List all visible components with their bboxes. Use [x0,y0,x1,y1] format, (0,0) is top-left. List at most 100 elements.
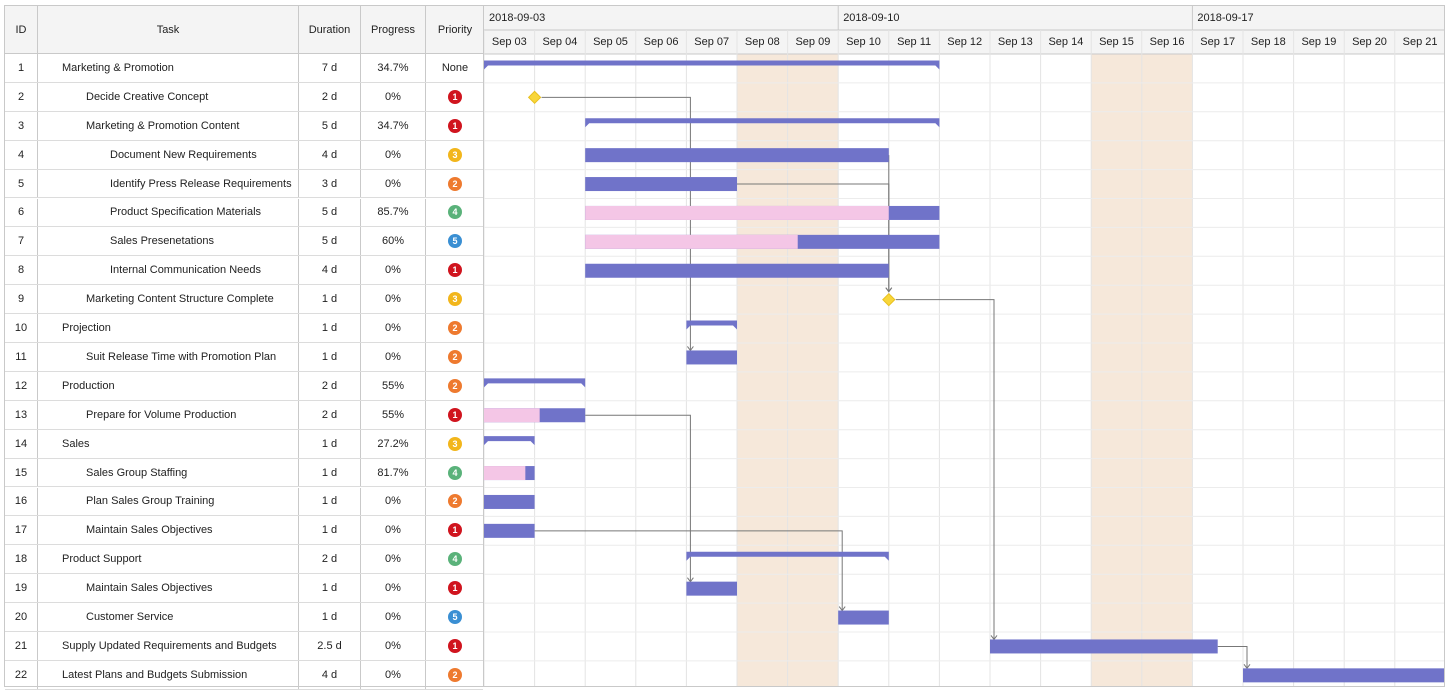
task-priority[interactable]: 4 [426,459,484,487]
task-progress[interactable]: 85.7% [361,198,426,227]
task-duration[interactable]: 1 d [299,487,361,516]
table-row[interactable]: 10 Projection 1 d 0% 2 [5,314,483,343]
task-duration[interactable]: 2 d [299,400,361,429]
task-duration[interactable]: 2 d [299,545,361,574]
table-row[interactable]: 17 Maintain Sales Objectives 1 d 0% 1 [5,516,483,546]
task-priority[interactable]: 1 [426,401,484,429]
task-progress[interactable]: 0% [361,632,426,660]
task-duration[interactable]: 5 d [299,111,361,140]
task-name[interactable]: Supply Updated Requirements and Budgets [38,632,299,660]
table-row[interactable]: 8 Internal Communication Needs 4 d 0% 1 [5,256,484,286]
task-priority[interactable]: 2 [426,170,484,198]
task-priority[interactable]: None [426,54,484,82]
task-progress[interactable]: 34.7% [361,54,426,82]
task-progress[interactable]: 0% [361,82,426,111]
task-priority[interactable]: 1 [426,256,484,284]
task-priority[interactable]: 1 [426,574,484,602]
column-header-duration[interactable]: Duration [299,6,361,54]
column-header-id[interactable]: ID [5,6,38,54]
task-name[interactable]: Prepare for Volume Production [38,400,299,429]
task-duration[interactable]: 1 d [299,516,361,545]
table-row[interactable]: 22 Latest Plans and Budgets Submission 4 d… [5,660,484,690]
task-progress[interactable]: 0% [361,285,426,314]
task-duration[interactable]: 4 d [299,140,361,169]
task-duration[interactable]: 5 d [299,198,361,227]
task-name[interactable]: Customer Service [38,603,299,631]
task-name[interactable]: Maintain Sales Objectives [38,574,299,603]
task-name[interactable]: Plan Sales Group Training [38,487,299,516]
task-name[interactable]: Maintain Sales Objectives [38,516,299,545]
task-priority[interactable]: 2 [426,488,484,516]
task-name[interactable]: Sales [38,429,299,458]
task-progress[interactable]: 34.7% [361,111,426,140]
task-progress[interactable]: 0% [361,487,426,516]
task-duration[interactable]: 2.5 d [299,632,361,660]
table-row[interactable]: 1 Marketing & Promotion 7 d 34.7% None [5,54,483,83]
task-priority[interactable]: 2 [426,314,484,342]
table-row[interactable]: 7 Sales Presenetations 5 d 60% 5 [5,227,484,257]
task-name[interactable]: Marketing Content Structure Complete [38,285,299,314]
task-progress[interactable]: 0% [361,574,426,603]
table-row[interactable]: 4 Document New Requirements 4 d 0% 3 [5,140,483,170]
task-priority[interactable]: 5 [426,227,484,255]
task-progress[interactable]: 27.2% [361,429,426,458]
task-name[interactable]: Decide Creative Concept [38,82,299,111]
task-duration[interactable]: 1 d [299,458,361,487]
table-row[interactable]: 11 Suit Release Time with Promotion Plan 1… [5,343,483,372]
task-priority[interactable]: 1 [426,112,484,140]
table-row[interactable]: 20 Customer Service 1 d 0% 5 [5,603,483,632]
task-name[interactable]: Marketing & Promotion [38,54,299,82]
task-name[interactable]: Document New Requirements [38,140,299,169]
task-duration[interactable]: 3 d [299,169,361,198]
task-progress[interactable]: 0% [361,140,426,169]
task-progress[interactable]: 0% [361,314,426,342]
task-priority[interactable]: 3 [426,430,484,458]
task-priority[interactable]: 2 [426,372,484,400]
table-row[interactable]: 2 Decide Creative Concept 2 d 0% 1 [5,82,484,112]
task-name[interactable]: Identify Press Release Requirements [38,169,299,198]
task-name[interactable]: Projection [38,314,299,342]
task-priority[interactable]: 4 [426,545,484,573]
task-duration[interactable]: 1 d [299,314,361,342]
task-progress[interactable]: 55% [361,371,426,400]
task-name[interactable]: Sales Presenetations [38,227,299,256]
task-duration[interactable]: 1 d [299,343,361,371]
task-duration[interactable]: 4 d [299,256,361,285]
table-row[interactable]: 3 Marketing & Promotion Content 5 d 34.7% 1 [5,111,484,141]
table-row[interactable]: 21 Supply Updated Requirements and Budget… [5,632,483,661]
task-progress[interactable]: 0% [361,545,426,574]
task-name[interactable]: Internal Communication Needs [38,256,299,285]
task-priority[interactable]: 1 [426,632,484,660]
task-duration[interactable]: 7 d [299,54,361,82]
task-duration[interactable]: 5 d [299,227,361,256]
task-duration[interactable]: 1 d [299,285,361,314]
task-progress[interactable]: 55% [361,400,426,429]
table-row[interactable]: 19 Maintain Sales Objectives 1 d 0% 1 [5,574,484,604]
task-name[interactable]: Product Support [38,545,299,574]
task-progress[interactable]: 0% [361,603,426,631]
table-row[interactable]: 14 Sales 1 d 27.2% 3 [5,429,484,459]
task-progress[interactable]: 0% [361,256,426,285]
table-row[interactable]: 6 Product Specification Materials 5 d 85.7%… [5,198,483,228]
task-duration[interactable]: 2 d [299,371,361,400]
task-duration[interactable]: 1 d [299,603,361,631]
table-row[interactable]: 18 Product Support 2 d 0% 4 [5,545,484,575]
task-progress[interactable]: 0% [361,516,426,545]
column-header-progress[interactable]: Progress [361,6,426,54]
task-duration[interactable]: 1 d [299,429,361,458]
task-priority[interactable]: 2 [426,661,484,689]
task-priority[interactable]: 1 [426,83,484,111]
task-name[interactable]: Product Specification Materials [38,198,299,227]
task-progress[interactable]: 0% [361,169,426,198]
task-duration[interactable]: 1 d [299,574,361,603]
column-header-priority[interactable]: Priority [437,24,473,36]
task-progress[interactable]: 81.7% [361,458,426,487]
task-progress[interactable]: 0% [361,660,426,689]
task-duration[interactable]: 2 d [299,82,361,111]
table-row[interactable]: 9 Marketing Content Structure Complete 1 d… [5,285,484,315]
task-name[interactable]: Production [38,371,299,400]
task-name[interactable]: Suit Release Time with Promotion Plan [38,343,299,371]
task-priority[interactable]: 3 [426,285,484,313]
table-row[interactable]: 12 Production 2 d 55% 2 [5,371,484,401]
